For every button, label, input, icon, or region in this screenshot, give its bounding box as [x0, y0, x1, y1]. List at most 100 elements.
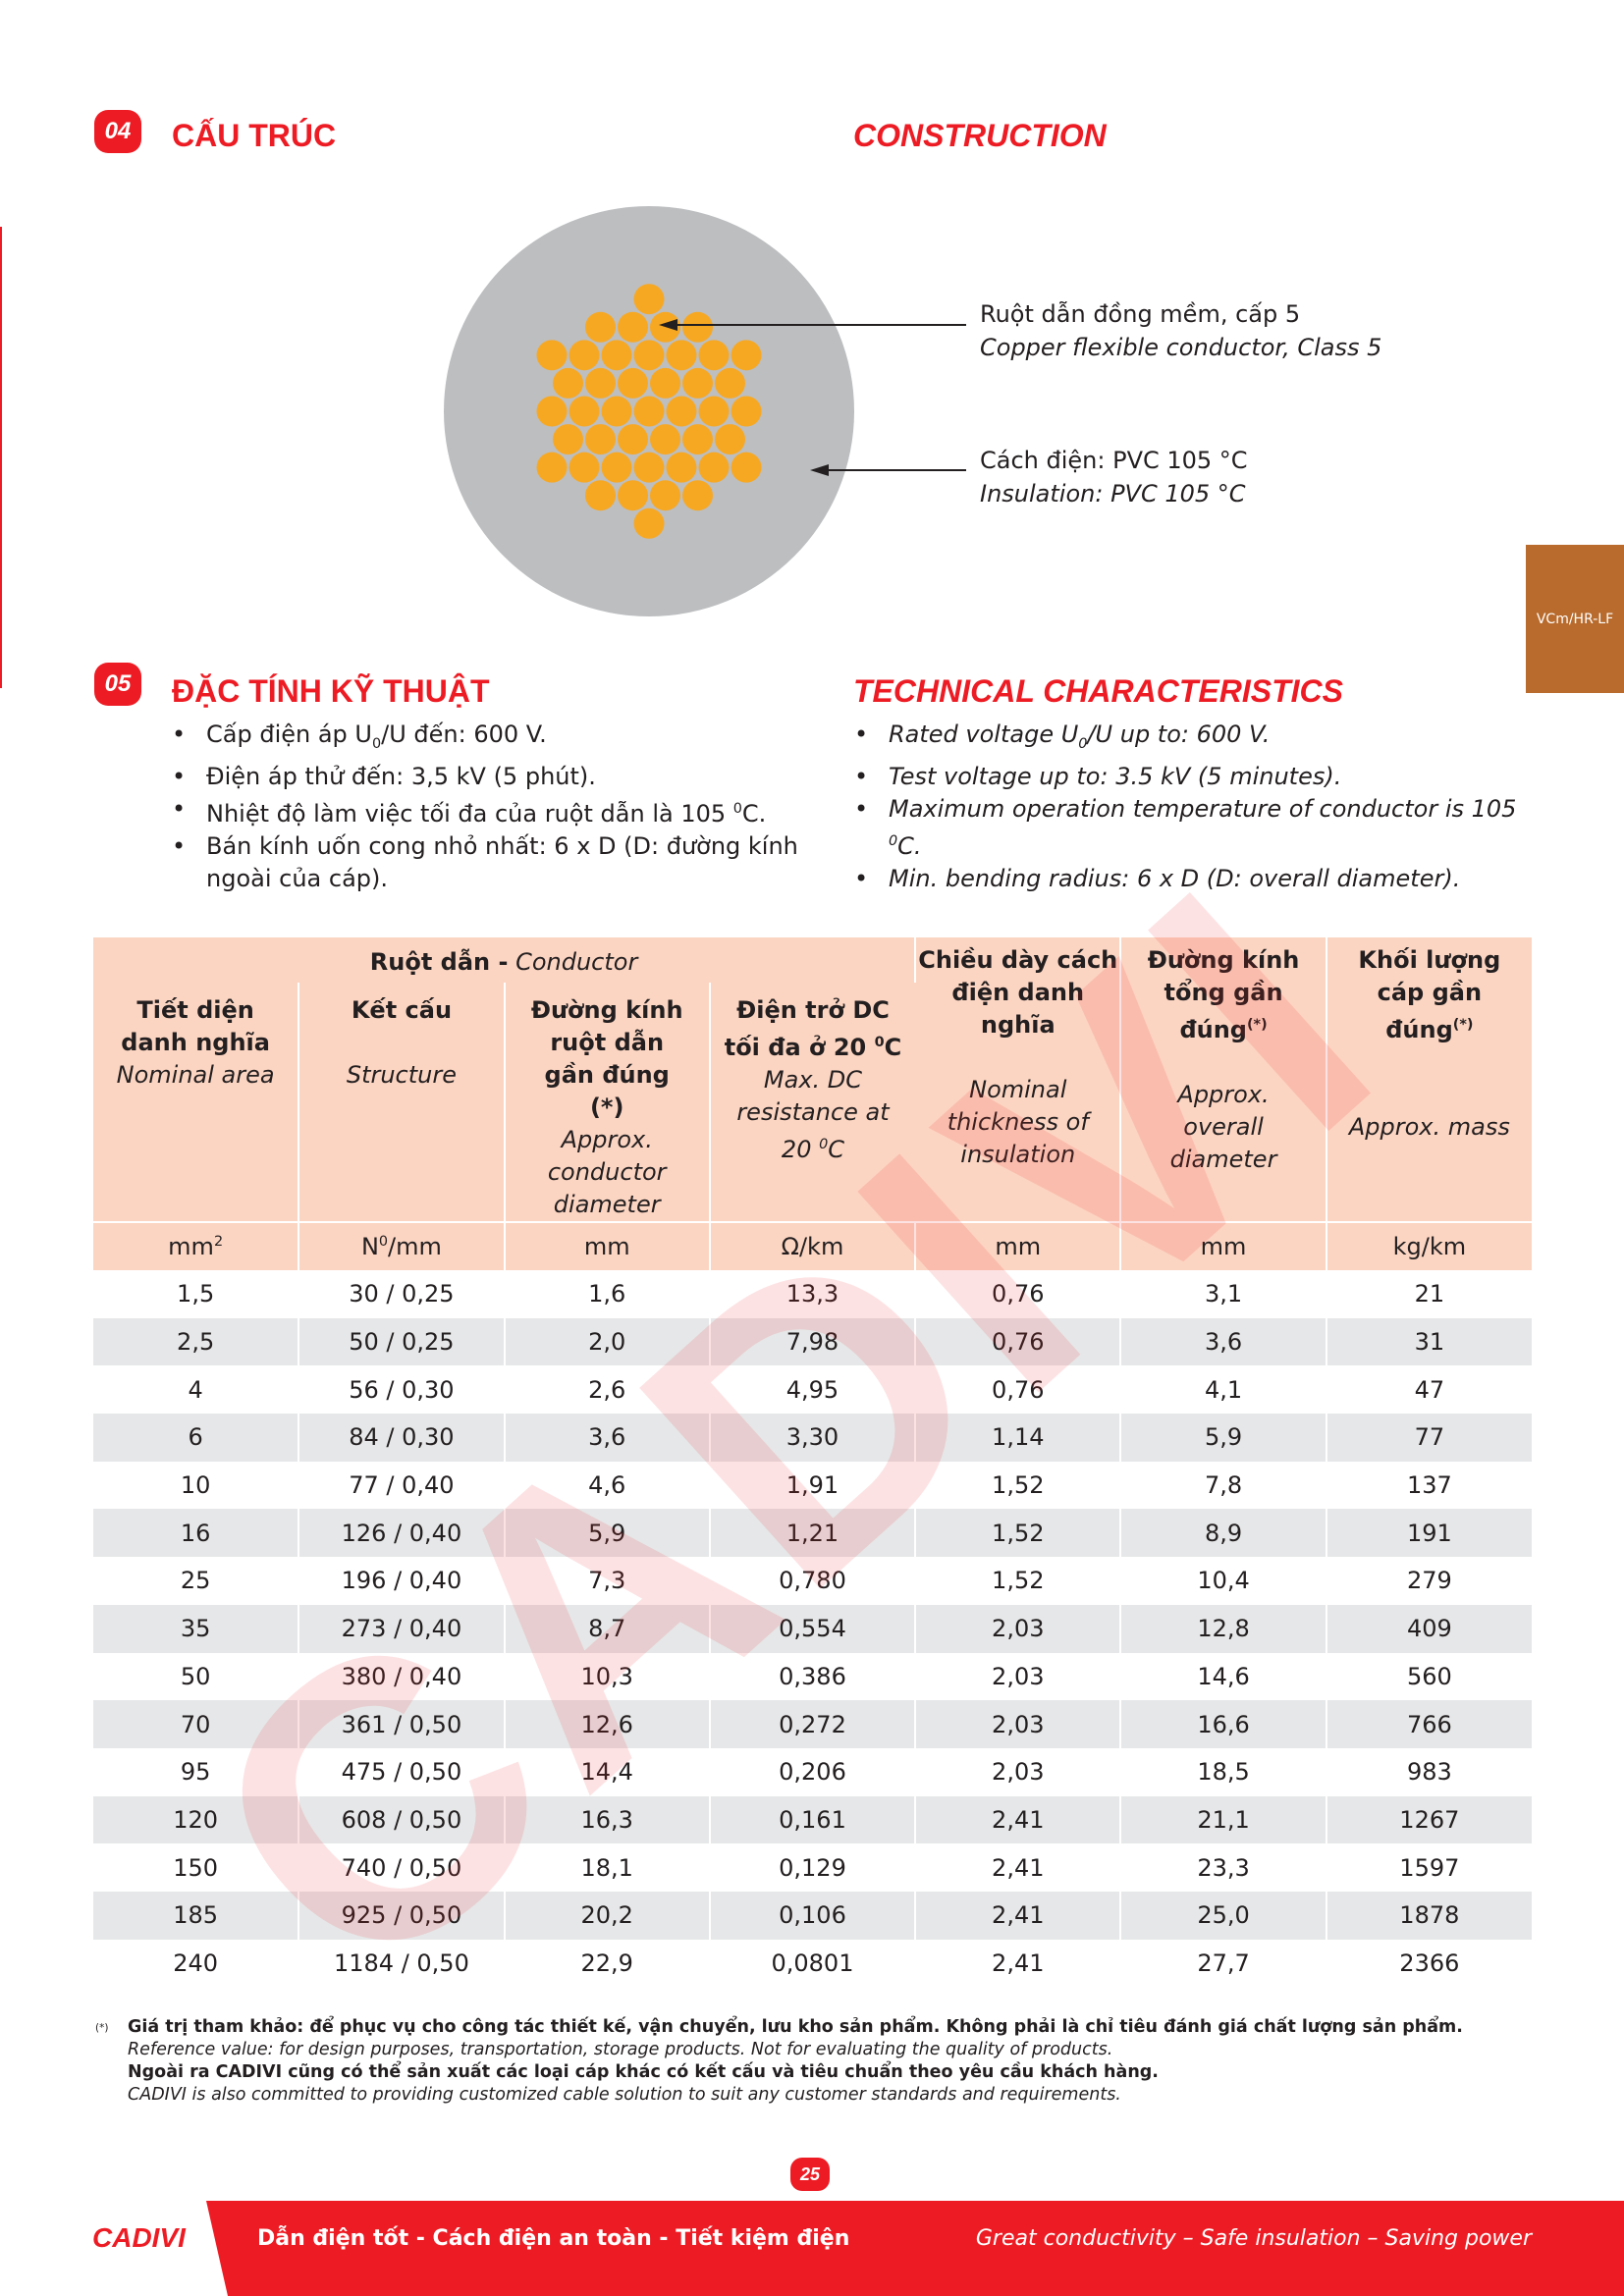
table-cell: 31: [1326, 1317, 1532, 1366]
strand: [682, 311, 713, 343]
bullet: Test voltage up to: 3.5 kV (5 minutes).: [854, 761, 1542, 793]
table-cell: 150: [93, 1843, 300, 1892]
strand: [731, 396, 762, 427]
superscript: 0: [732, 800, 742, 817]
unit: N0/mm: [298, 1221, 506, 1270]
table-cell: 7,8: [1120, 1461, 1327, 1510]
callout-en: Copper flexible conductor, Class 5: [980, 334, 1382, 361]
table-cell: 273 / 0,40: [298, 1604, 506, 1653]
table-cell: 2,41: [915, 1939, 1122, 1988]
callout-vi: Ruột dẫn đồng mềm, cấp 5: [980, 300, 1301, 328]
table-cell: 0,161: [709, 1795, 917, 1844]
arrow-head: [810, 464, 829, 476]
table-cell: 35: [93, 1604, 300, 1653]
table-row: 185 925 / 0,50 20,2 0,106 2,41 25,0 1878: [93, 1891, 1532, 1940]
table-cell: 137: [1406, 1471, 1452, 1500]
text: Điện trở DC tối đa ở 20: [724, 996, 890, 1061]
table-cell: 6: [93, 1414, 300, 1462]
bullet: Cấp điện áp U0/U đến: 600 V.: [172, 719, 810, 761]
strand: [682, 480, 713, 511]
callout: Ruột dẫn đồng mềm, cấp 5 Copper flexible…: [980, 297, 1381, 364]
table-cell: 13,3: [709, 1270, 917, 1318]
table-cell: 77: [1326, 1414, 1532, 1462]
text: Rated voltage U: [889, 721, 1079, 748]
table-cell: 2,6: [504, 1365, 711, 1415]
table-cell: 12,6: [504, 1700, 711, 1748]
header-row: Tiết diện danh nghĩa Nominal area Kết cấu…: [93, 983, 1532, 1222]
strand: [666, 340, 697, 371]
table-cell: 191: [1326, 1509, 1532, 1558]
table-cell: 0,129: [709, 1843, 917, 1892]
text: /U đến: 600 V.: [381, 721, 547, 748]
table-cell: 16,3: [504, 1795, 711, 1844]
strand: [698, 452, 730, 483]
callout-en: Insulation: PVC 105 °C: [980, 480, 1246, 507]
footnote-line: Ngoài ra CADIVI cũng có thể sản xuất các…: [128, 2062, 1159, 2082]
unit: mm: [915, 1221, 1122, 1270]
table-cell: 7,3: [504, 1557, 711, 1605]
table-cell: 25: [93, 1557, 300, 1605]
superscript: 2: [213, 1234, 224, 1250]
bullet: Rated voltage U0/U up to: 600 V.: [854, 719, 1542, 761]
superscript: 0: [889, 832, 898, 849]
strand: [633, 452, 665, 483]
table-cell: 16: [93, 1509, 300, 1558]
table-cell: 77 / 0,40: [298, 1461, 506, 1510]
table-cell: 4,95: [709, 1365, 917, 1415]
table-row: 50 380 / 0,40 10,3 0,386 2,03 14,6 560: [93, 1652, 1532, 1701]
strand: [568, 396, 600, 427]
table-cell: 740 / 0,50: [298, 1843, 506, 1892]
strand: [650, 367, 680, 399]
strand: [698, 340, 730, 371]
table-cell: 25,0: [1120, 1891, 1327, 1940]
table-cell: 8,9: [1120, 1509, 1327, 1558]
table-cell: 95: [93, 1747, 300, 1796]
table-cell: 56 / 0,30: [298, 1365, 506, 1415]
strand: [618, 311, 648, 343]
strand: [698, 396, 730, 427]
strand: [536, 340, 568, 371]
strand: [666, 396, 697, 427]
header-en: Nominal area: [116, 1061, 275, 1089]
table-cell: 0,76: [915, 1270, 1122, 1318]
table-cell: 0,386: [709, 1652, 917, 1701]
table-cell: 1,91: [709, 1461, 917, 1510]
header-en: Structure: [346, 1061, 457, 1089]
table-cell: 18,1: [504, 1843, 711, 1892]
header-en: Approx. mass: [1348, 1113, 1510, 1141]
header-vi: Chiều dày cách điện danh nghĩa: [918, 946, 1118, 1039]
table-cell: 10: [93, 1461, 300, 1510]
table-cell: 27,7: [1120, 1939, 1327, 1988]
table-cell: 196 / 0,40: [298, 1557, 506, 1605]
header-cell: Điện trở DC tối đa ở 20 0C Max. DC resist…: [709, 983, 916, 1222]
section-title-en: TECHNICAL CHARACTERISTICS: [853, 673, 1343, 709]
strand: [536, 396, 568, 427]
table-cell: 10,4: [1120, 1557, 1327, 1605]
table-cell: 3,6: [504, 1414, 711, 1462]
table-cell: 0,76: [915, 1365, 1122, 1415]
table-cell: 50: [93, 1652, 300, 1701]
footer-logo: CADIVI: [92, 2222, 186, 2253]
footer-slogan-vi: Dẫn điện tốt - Cách điện an toàn - Tiết …: [257, 2226, 850, 2251]
table-cell: 5,9: [504, 1509, 711, 1558]
table-cell: 1,52: [915, 1509, 1122, 1558]
strand: [553, 367, 583, 399]
table-cell: 2,41: [915, 1843, 1122, 1892]
header-cell: Đường kính tổng gần đúng(*) Approx. overa…: [1120, 937, 1327, 1222]
table-cell: 0,272: [709, 1700, 917, 1748]
header-vi: Đường kính ruột dẫn gần đúng (*): [530, 996, 683, 1121]
table-cell: 1267: [1326, 1795, 1532, 1844]
table-cell: 1184 / 0,50: [298, 1939, 506, 1988]
table-cell: 0,554: [709, 1604, 917, 1653]
strand: [666, 452, 697, 483]
table-cell: 4,1: [1120, 1365, 1327, 1415]
table-cell: 2,41: [915, 1795, 1122, 1844]
strand: [731, 452, 762, 483]
text: Max. DC resistance at 20: [736, 1066, 890, 1163]
table-cell: 47: [1414, 1375, 1445, 1404]
header-vi: Điện trở DC tối đa ở 20 0C: [721, 994, 905, 1064]
header-cell: Tiết diện danh nghĩa Nominal area: [93, 983, 300, 1222]
table-cell: 12,8: [1120, 1604, 1327, 1653]
table-cell: 4,6: [504, 1461, 711, 1510]
section-title-en: CONSTRUCTION: [853, 118, 1107, 153]
